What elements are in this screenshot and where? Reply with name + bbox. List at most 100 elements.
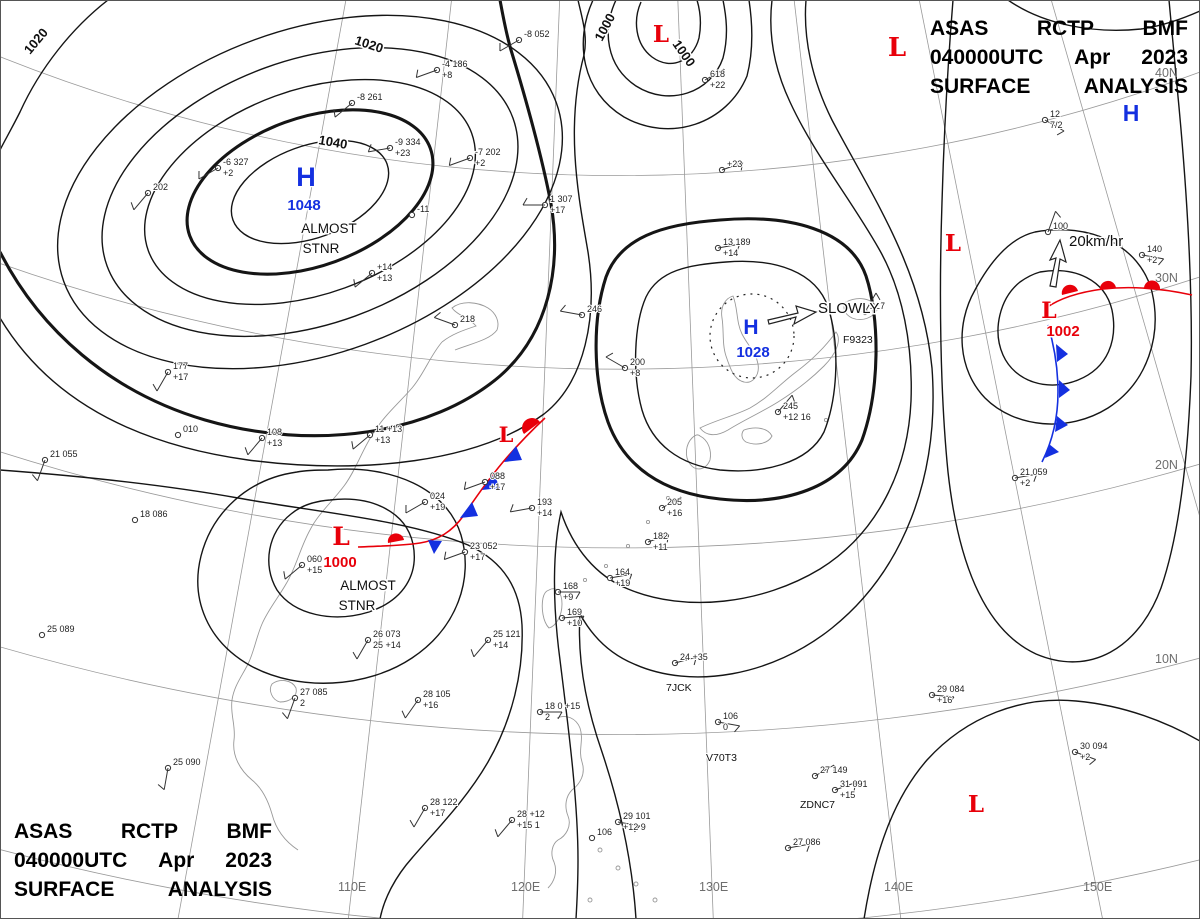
station-plot: 200+8 [605,352,646,379]
station-text: 27 086 [793,837,821,847]
wind-barb-tick [367,144,372,152]
station-text: +14 [537,508,552,518]
isobar [582,0,753,130]
station-text: 29 101 [623,811,651,821]
station-id: 7JCK [666,682,692,694]
wind-barb [931,694,954,698]
station-text: +10 [567,618,582,628]
movement-annotation: 20km/hr [1069,233,1123,250]
low-pressure-symbol: L [653,21,669,48]
station-text: 227 [870,301,885,311]
wind-barb [413,807,426,828]
isobar-1020-corner [0,0,109,151]
wind-barb-tick [494,829,499,838]
isobar [1007,0,1200,31]
station-text: 21 055 [50,449,78,459]
wind-barb-tick [948,696,955,704]
station-text: +15 [307,565,322,575]
island-dot [633,881,639,887]
pressure-value: 1002 [1046,323,1079,340]
station-plot: 618+22 [701,68,726,91]
movement-arrow-slowly [767,305,818,326]
title-line-1: ASAS RCTP BMF [930,14,1188,43]
island-dot [625,543,631,549]
wind-barb [864,292,877,313]
isobar [101,46,519,338]
station-plot: 25 121+14 [470,628,522,658]
station-plot: 088+17 [463,470,506,493]
wind-barb-tick [806,844,811,852]
warm-front-symbol [1099,280,1116,290]
wind-barb [609,573,632,579]
wind-barb-tick [244,447,249,456]
wind-barb-tick [353,279,356,288]
station-text: 13 189 [723,237,751,247]
station-text: 25 089 [47,624,75,634]
station-text: 193 [537,497,552,507]
cold-front-line [1041,324,1059,463]
station-text: 28 105 [423,689,451,699]
cold-front-symbol [482,474,500,490]
station-text: +12 9 [623,822,646,832]
station-plot: 140+2 [1138,243,1165,266]
warm-front-symbol [522,418,540,434]
coastline-hokkaido [843,298,879,320]
station-plot: 1 307+17 [522,193,574,216]
wind-barb [133,192,149,211]
station-plot: 169+10 [558,606,585,629]
station-text: 2 [545,712,550,722]
title-line-2: 040000UTC Apr 2023 [14,846,272,875]
longitude-line [347,0,452,919]
coastline-china-vietnam [231,341,443,851]
cold-front-symbol [1055,416,1068,432]
station-plot: -8 052 [499,28,551,52]
wind-barb [434,317,456,326]
wind-barb-tick [401,710,406,719]
station-plot: 30 094+2 [1071,740,1109,766]
station-text: +9 [563,592,573,602]
longitude-label: 140E [884,880,913,894]
station-text: 31 091 [840,779,868,789]
station-text: -9 334 [395,137,421,147]
isobar [607,0,728,97]
title-word: 2023 [225,849,272,872]
title-word: RCTP [120,820,179,843]
station-id: ZDNC7 [800,799,835,811]
low-pressure-symbol: L [945,230,961,257]
wind-barb-tick [1158,258,1165,266]
station-text: -4 186 [442,59,468,69]
station-id: F9323 [843,334,873,346]
station-plot: 127/2 [1041,108,1065,136]
station-plot: 21 055 [31,448,79,481]
wind-barb-tick [463,481,467,490]
station-plot: 227 [861,292,886,316]
isobar [56,14,564,370]
wind-barb [787,843,810,849]
island-dot [582,577,588,583]
station-text: 246 [587,304,602,314]
wind-barb-tick [130,202,135,211]
longitude-line [522,0,561,919]
title-word: 040000UTC [14,849,128,872]
station-text: +17 [470,552,485,562]
movement-note: ALMOST [340,578,396,593]
wind-barb-tick [605,352,614,358]
wind-barb [37,459,46,481]
wind-barb-tick [1056,130,1065,136]
station-plot: -8 261 [333,91,384,118]
high-pressure-symbol: H [743,316,758,339]
station-text: 11 +13 [375,424,402,434]
station-text: +2 [1080,752,1090,762]
title-word: Apr [158,849,195,872]
island-dot [645,519,651,525]
isobar-label: 1040 [317,132,348,152]
warm-front-symbol [1144,280,1161,289]
wind-barb-tick [448,157,452,166]
isobar-low-1000 [635,0,702,65]
island-dot [597,847,603,853]
station-plot: 18 086 [131,508,169,524]
